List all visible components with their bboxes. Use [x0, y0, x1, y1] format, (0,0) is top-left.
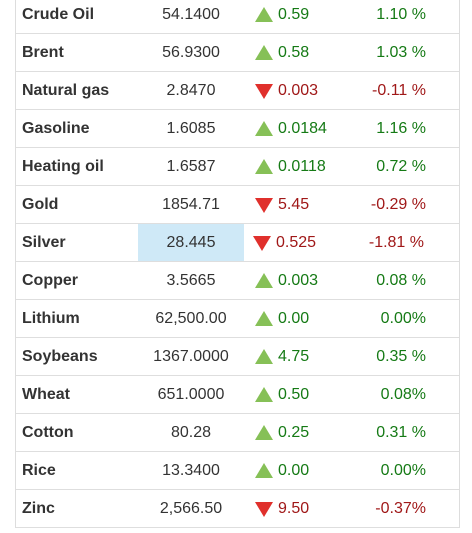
commodity-percent-change: 0.72 % — [376, 157, 426, 175]
triangle-up-icon — [254, 158, 274, 176]
commodity-name[interactable]: Gasoline — [22, 119, 90, 137]
commodity-percent-change: -0.29 % — [370, 195, 426, 213]
commodity-percent-change: 0.00% — [380, 309, 426, 327]
table-row[interactable]: Silver 28.445 0.525 -1.81 % — [16, 224, 459, 262]
commodity-change: 0.003 — [246, 262, 361, 299]
table-row[interactable]: Brent 56.9300 0.58 1.03 % — [16, 34, 459, 72]
commodity-price: 1367.0000 — [153, 347, 229, 365]
commodity-percent-change: 1.10 % — [376, 5, 426, 23]
triangle-down-icon — [254, 500, 274, 518]
commodity-price: 28.445 — [138, 224, 244, 261]
commodity-change: 0.59 — [246, 0, 361, 33]
commodity-change: 0.0184 — [246, 110, 361, 147]
commodity-percent-change: 0.35 % — [376, 347, 426, 365]
change-value: 9.50 — [278, 499, 310, 517]
commodity-change: 0.0118 — [246, 148, 361, 185]
commodity-name[interactable]: Natural gas — [22, 81, 110, 99]
commodity-price: 2.8470 — [166, 81, 216, 99]
commodity-price: 2,566.50 — [159, 499, 223, 517]
commodity-change: 4.75 — [246, 338, 361, 375]
commodity-percent-change: 0.31 % — [376, 423, 426, 441]
triangle-down-icon — [252, 234, 272, 252]
commodity-name[interactable]: Rice — [22, 461, 56, 479]
commodity-price: 651.0000 — [157, 385, 225, 403]
commodity-percent-change: 0.08 % — [376, 271, 426, 289]
commodity-percent-change: 1.03 % — [376, 43, 426, 61]
triangle-up-icon — [254, 272, 274, 290]
triangle-up-icon — [254, 386, 274, 404]
change-value: 0.003 — [278, 81, 319, 99]
commodity-name[interactable]: Wheat — [22, 385, 70, 403]
table-row[interactable]: Gasoline 1.6085 0.0184 1.16 % — [16, 110, 459, 148]
commodity-percent-change: 1.16 % — [376, 119, 426, 137]
commodity-name[interactable]: Soybeans — [22, 347, 98, 365]
commodity-change: 0.00 — [246, 300, 361, 337]
commodity-name[interactable]: Heating oil — [22, 157, 104, 175]
change-value: 0.003 — [278, 271, 319, 289]
change-value: 0.0184 — [278, 119, 327, 137]
triangle-up-icon — [254, 120, 274, 138]
commodity-price: 54.1400 — [162, 5, 220, 23]
commodity-percent-change: 0.08% — [380, 385, 426, 403]
commodity-price: 1854.71 — [162, 195, 220, 213]
commodity-change: 0.58 — [246, 34, 361, 71]
commodity-price: 1.6085 — [166, 119, 216, 137]
commodity-price: 13.3400 — [162, 461, 220, 479]
commodity-percent-change: -0.37% — [375, 499, 426, 517]
commodity-name[interactable]: Cotton — [22, 423, 74, 441]
change-value: 0.58 — [278, 43, 310, 61]
commodity-name[interactable]: Zinc — [22, 499, 55, 517]
table-row[interactable]: Soybeans 1367.0000 4.75 0.35 % — [16, 338, 459, 376]
commodity-change: 0.003 — [246, 72, 361, 109]
commodities-table: Crude Oil 54.1400 0.59 1.10 % Brent 56.9300 0.… — [15, 0, 460, 528]
change-value: 0.50 — [278, 385, 310, 403]
triangle-up-icon — [254, 44, 274, 62]
triangle-down-icon — [254, 82, 274, 100]
table-row[interactable]: Heating oil 1.6587 0.0118 0.72 % — [16, 148, 459, 186]
triangle-up-icon — [254, 348, 274, 366]
commodity-price: 3.5665 — [166, 271, 216, 289]
change-value: 0.25 — [278, 423, 310, 441]
commodity-percent-change: 0.00% — [380, 461, 426, 479]
commodity-name[interactable]: Gold — [22, 195, 59, 213]
commodity-change: 0.25 — [246, 414, 361, 451]
commodity-name[interactable]: Crude Oil — [22, 5, 95, 23]
change-value: 0.0118 — [278, 157, 326, 175]
table-row[interactable]: Copper 3.5665 0.003 0.08 % — [16, 262, 459, 300]
triangle-up-icon — [254, 424, 274, 442]
commodity-change: 0.50 — [246, 376, 361, 413]
table-row[interactable]: Rice 13.3400 0.00 0.00% — [16, 452, 459, 490]
commodity-change: 5.45 — [246, 186, 361, 223]
commodity-price: 80.28 — [170, 423, 212, 441]
table-row[interactable]: Gold 1854.71 5.45 -0.29 % — [16, 186, 459, 224]
table-row[interactable]: Natural gas 2.8470 0.003 -0.11 % — [16, 72, 459, 110]
table-row[interactable]: Lithium 62,500.00 0.00 0.00% — [16, 300, 459, 338]
commodity-price: 62,500.00 — [155, 309, 227, 327]
change-value: 0.00 — [278, 461, 310, 479]
triangle-down-icon — [254, 196, 274, 214]
change-value: 4.75 — [278, 347, 310, 365]
commodity-price: 56.9300 — [162, 43, 220, 61]
change-value: 0.525 — [276, 233, 317, 251]
table-row[interactable]: Zinc 2,566.50 9.50 -0.37% — [16, 490, 459, 528]
change-value: 5.45 — [278, 195, 310, 213]
triangle-up-icon — [254, 462, 274, 480]
commodity-name[interactable]: Lithium — [22, 309, 80, 327]
table-row[interactable]: Wheat 651.0000 0.50 0.08% — [16, 376, 459, 414]
triangle-up-icon — [254, 6, 274, 24]
commodity-change: 9.50 — [246, 490, 361, 527]
commodity-name[interactable]: Silver — [22, 233, 66, 251]
commodity-percent-change: -0.11 % — [372, 81, 426, 99]
commodity-price: 1.6587 — [166, 157, 216, 175]
change-value: 0.00 — [278, 309, 310, 327]
table-row[interactable]: Crude Oil 54.1400 0.59 1.10 % — [16, 0, 459, 34]
commodity-name[interactable]: Brent — [22, 43, 64, 61]
commodity-name[interactable]: Copper — [22, 271, 78, 289]
commodity-change: 0.00 — [246, 452, 361, 489]
commodity-percent-change: -1.81 % — [368, 233, 424, 251]
commodity-change: 0.525 — [244, 224, 359, 261]
table-row[interactable]: Cotton 80.28 0.25 0.31 % — [16, 414, 459, 452]
triangle-up-icon — [254, 310, 274, 328]
change-value: 0.59 — [278, 5, 310, 23]
